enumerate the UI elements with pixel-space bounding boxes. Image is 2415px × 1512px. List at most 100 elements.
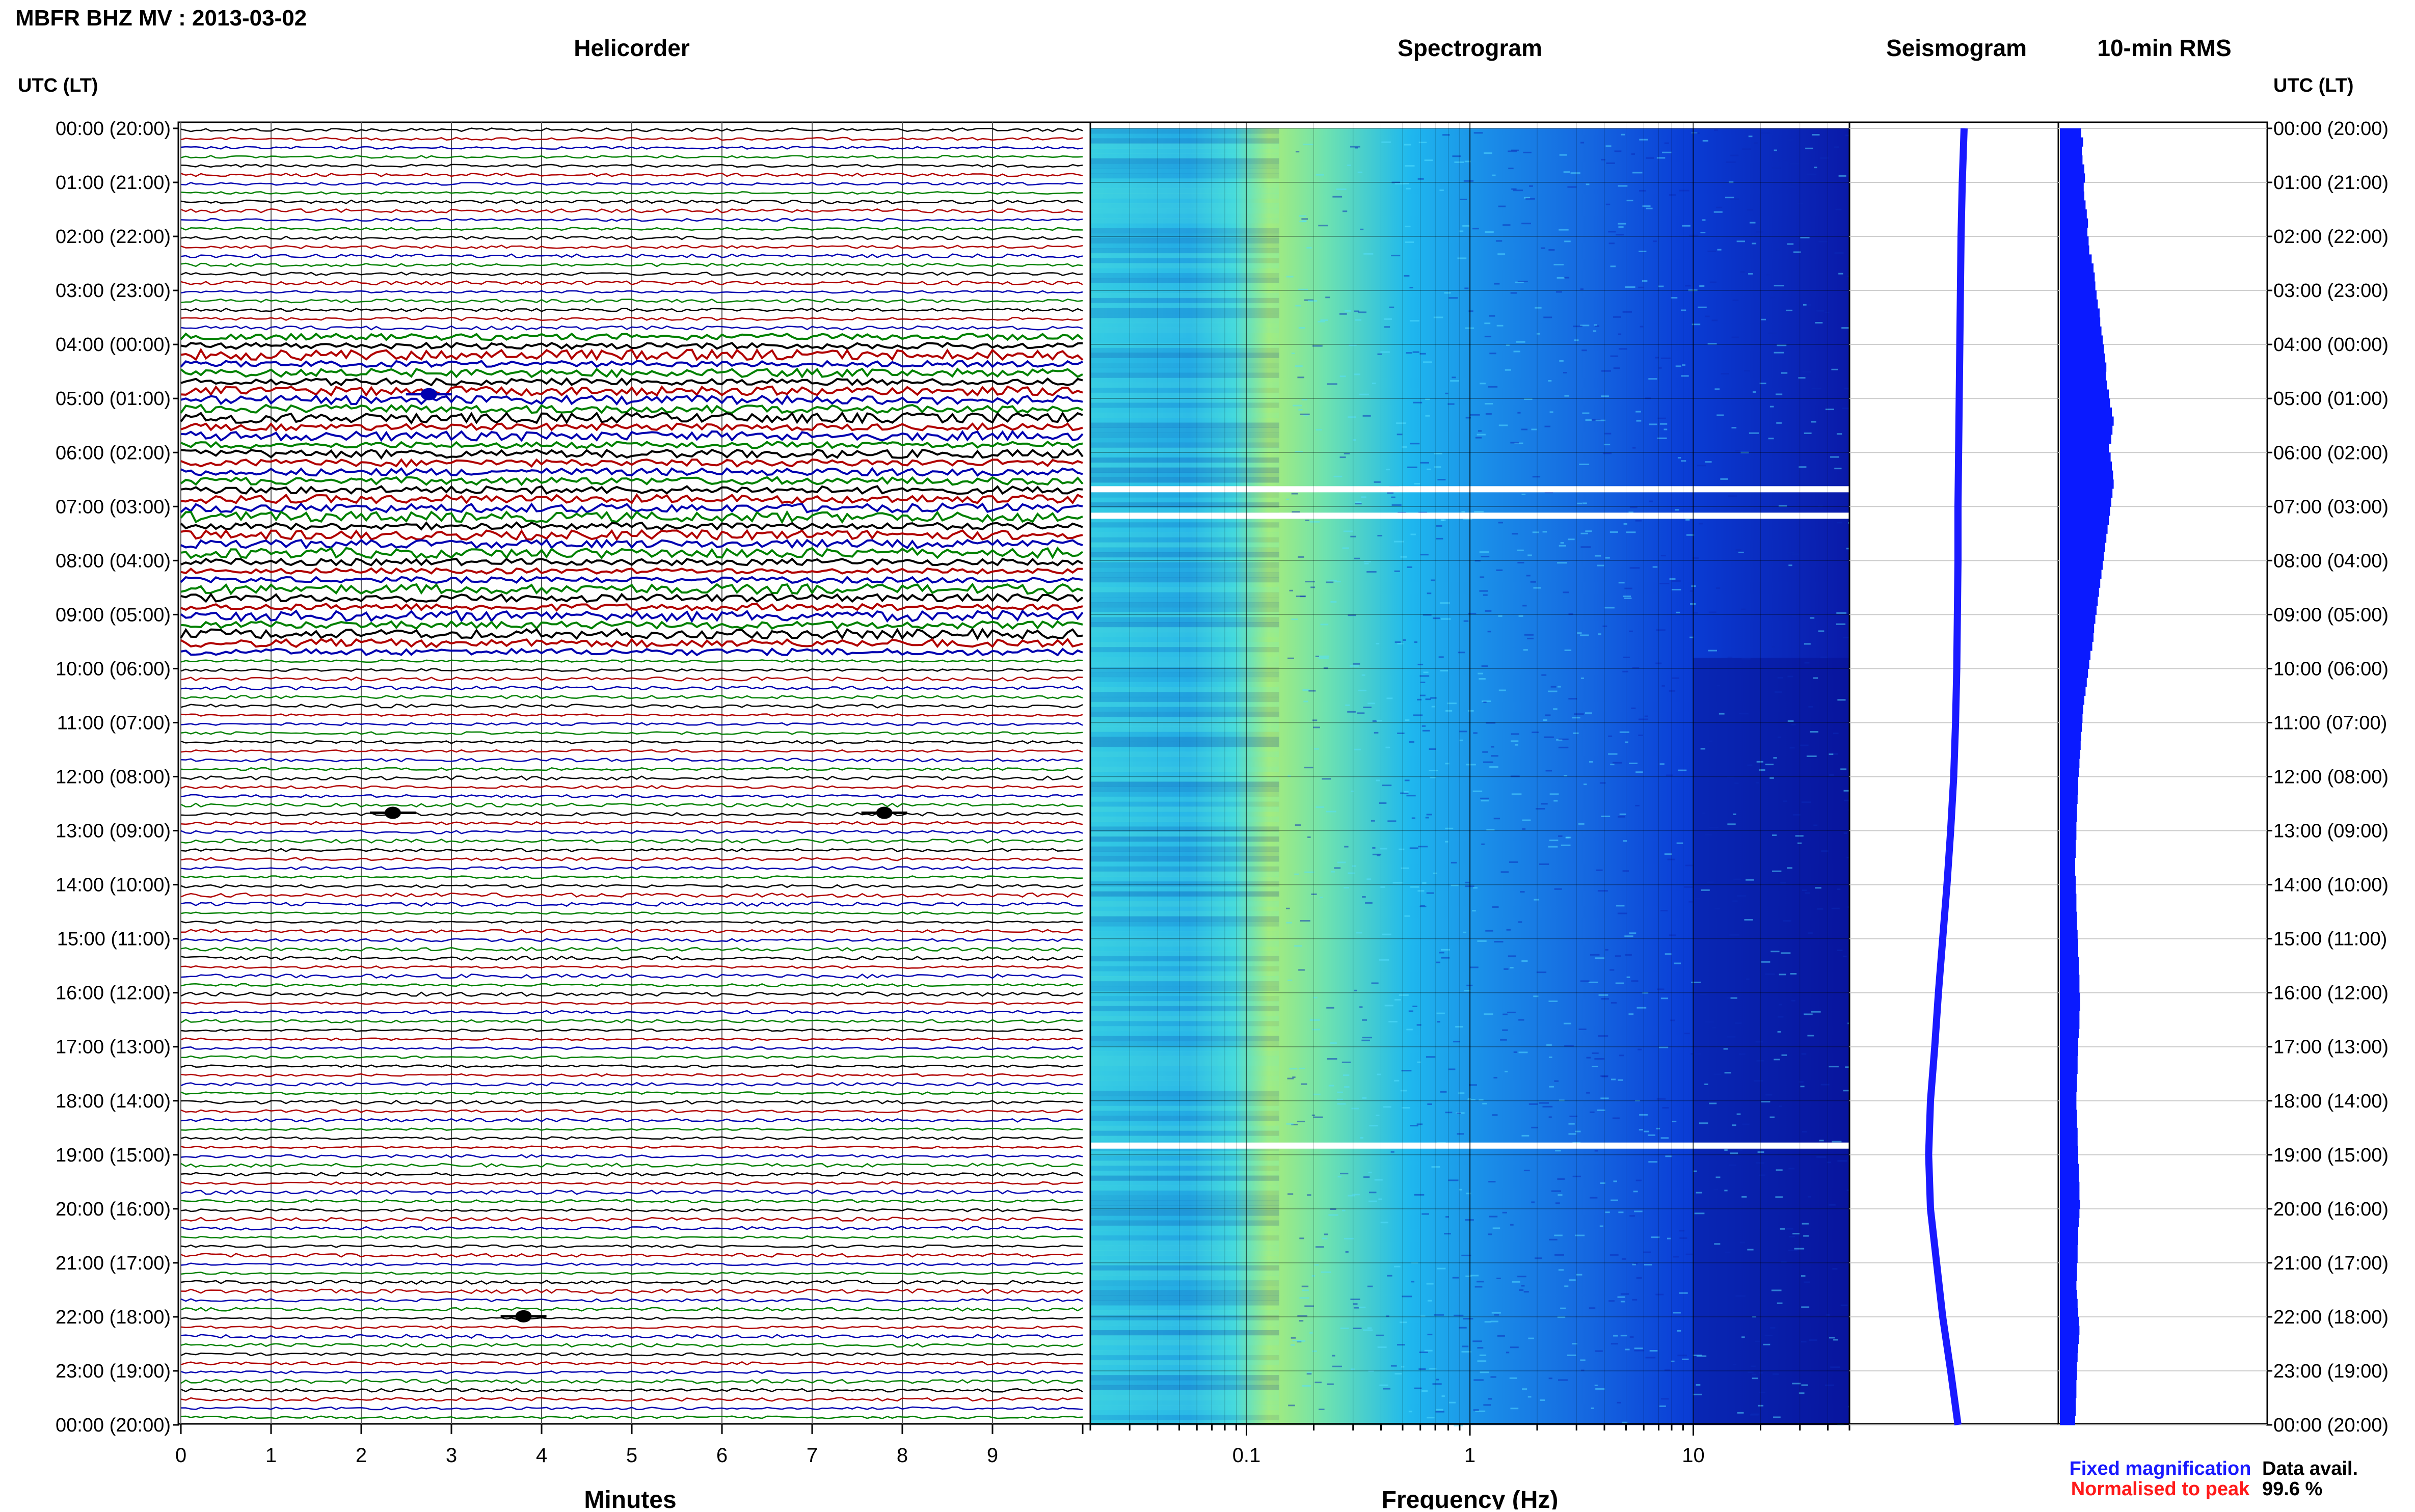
spectrogram-speckle [1791,723,1796,725]
spectrogram-band [1090,158,1279,164]
spectrogram-band [1090,771,1279,777]
spectrogram-speckle [1672,1120,1677,1122]
helicorder-trace [180,647,1083,657]
spectrogram-speckle [1462,225,1470,227]
time-axis-right: 00:00 (20:00)01:00 (21:00)02:00 (22:00)0… [2266,118,2389,1436]
spectrogram-speckle [1488,1181,1496,1183]
time-label-left: 03:00 (23:00) [56,280,171,302]
helicorder-trace [180,802,1083,808]
spectrogram-speckle [1339,375,1346,377]
rms-bar [2060,1046,2078,1056]
spectrogram-speckle [1468,1084,1477,1086]
spectrogram-speckle [1768,332,1777,334]
time-label-left: 17:00 (13:00) [56,1037,171,1058]
spectrogram-speckle [1574,713,1584,715]
spectrogram-band [1090,871,1279,877]
spectrogram-speckle [1304,871,1314,873]
rms-bar [2060,425,2113,435]
spectrogram-speckle [1527,637,1534,639]
spectrogram-speckle [1531,428,1537,430]
spectrogram-speckle [1632,1263,1636,1265]
spectrogram-speckle [1622,1258,1626,1260]
spectrogram-speckle [1413,714,1423,716]
spectrogram-speckle [1802,371,1812,373]
spectrogram-band [1090,1250,1279,1256]
helicorder-trace [180,775,1083,781]
spectrogram-speckle [1516,341,1525,343]
spectrogram-speckle [1394,1079,1400,1082]
rms-bar [2060,1262,2077,1273]
helicorder-trace [180,253,1083,259]
spectrogram-speckle [1548,1116,1552,1118]
spectrogram-speckle [1301,1285,1309,1287]
spectrogram-speckle [1468,710,1474,712]
spectrogram-speckle [1494,283,1500,285]
spectrogram-speckle [1733,813,1736,815]
spectrogram-speckle [1567,1354,1576,1356]
spectrogram-speckle [1666,774,1673,776]
spectrogram-speckle [1541,674,1547,676]
rms-bar [2060,1110,2077,1119]
spectrogram-speckle [1559,360,1564,362]
spectrogram-speckle [1626,976,1630,978]
rms-bar [2060,1019,2080,1029]
spectrogram-speckle [1558,835,1563,837]
spectrogram-speckle [1419,905,1427,907]
spectrogram-band [1090,936,1279,942]
spectrogram-speckle [1310,586,1316,588]
spectrogram-speckle [1563,1022,1571,1024]
spectrogram-speckle [1382,933,1391,935]
spectrogram-speckle [1543,316,1552,318]
spectrogram-speckle [1625,954,1632,956]
spectrogram-band [1090,607,1279,612]
spectrogram-speckle [1684,886,1694,888]
spectrogram-band [1090,1350,1279,1356]
spectrogram-speckle [1779,1105,1782,1108]
spectrogram-speckle [1344,846,1349,848]
spectrogram-speckle [1643,1251,1651,1253]
spectrogram-speckle [1843,832,1847,834]
spectrogram-speckle [1635,1179,1642,1181]
spectrogram-speckle [1350,665,1359,667]
spectrogram-speckle [1586,1092,1590,1094]
spectrogram-band [1090,1420,1279,1425]
spectrogram-speckle [1568,698,1577,700]
spectrogram-speckle [1611,1343,1619,1345]
spectrogram-speckle [1344,887,1350,889]
spectrogram-speckle [1532,732,1539,734]
spectrogram-speckle [1595,957,1605,959]
spectrogram-band [1090,283,1279,288]
spectrogram-speckle [1297,1315,1308,1317]
spectrogram-band [1090,278,1279,283]
spectrogram-speckle [1530,581,1536,583]
spectrogram-speckle [1689,636,1694,638]
spectrogram-speckle [1660,357,1671,359]
helicorder-trace [180,567,1083,575]
spectrogram-band [1090,707,1279,712]
spectrogram-speckle [1595,325,1600,327]
spectrogram-speckle [1754,142,1758,144]
spectrogram-speckle [1369,1192,1377,1194]
spectrogram-speckle [1402,1295,1412,1298]
spectrogram-speckle [1378,1198,1382,1200]
spectrogram-speckle [1519,1289,1524,1291]
spectrogram-band [1090,153,1279,159]
spectrogram-speckle [1452,1277,1459,1279]
spectrogram-speckle [1700,993,1707,995]
spectrogram-speckle [1488,386,1498,388]
spectrogram-band [1090,532,1279,538]
spectrogram-speckle [1413,401,1423,403]
spectrogram-speckle [1808,706,1813,708]
spectrogram-speckle [1590,1197,1598,1199]
spectrogram-speckle [1634,1210,1643,1212]
rms-bar [2060,624,2095,633]
spectrogram-speckle [1801,801,1811,803]
spectrogram-band [1090,981,1279,987]
spectrogram-speckle [1404,779,1410,781]
spectrogram-band [1090,308,1279,313]
spectrogram-band [1090,402,1279,408]
helicorder-title: Helicorder [574,35,690,61]
spectrogram-speckle [1372,847,1376,849]
spectrogram-speckle [1291,618,1298,620]
spectrogram-speckle [1714,129,1719,131]
